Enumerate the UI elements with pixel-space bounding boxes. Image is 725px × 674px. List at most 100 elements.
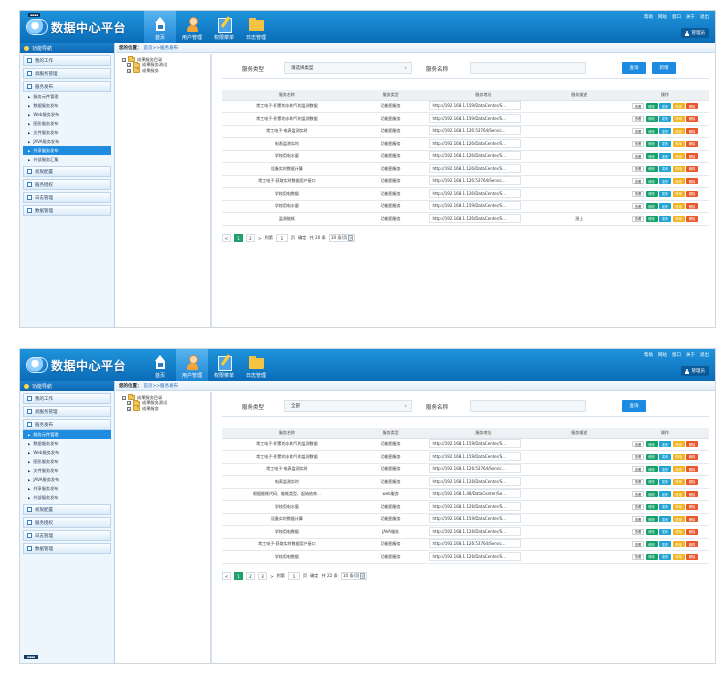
delete-button[interactable]: 删除 [686, 453, 699, 460]
disable-button[interactable]: 停用 [672, 478, 685, 485]
site-link[interactable]: 网站 [658, 15, 667, 20]
logout-link[interactable]: 退出 [700, 353, 709, 358]
delete-button[interactable]: 删除 [686, 503, 699, 510]
view-button[interactable]: 查看 [632, 153, 645, 160]
add-button[interactable]: 新增 [652, 62, 676, 74]
disable-button[interactable]: 停用 [672, 178, 685, 185]
disable-button[interactable]: 停用 [672, 153, 685, 160]
disable-button[interactable]: 停用 [672, 203, 685, 210]
publish-button[interactable]: 发布 [659, 466, 672, 473]
search-button[interactable]: 查询 [622, 62, 646, 74]
view-button[interactable]: 查看 [632, 528, 645, 535]
disable-button[interactable]: 停用 [672, 215, 685, 222]
tree-node[interactable]: + 成果服务测试 [122, 399, 210, 407]
publish-button[interactable]: 发布 [659, 165, 672, 172]
admin-badge[interactable]: 管理员 [680, 28, 709, 38]
expand-icon[interactable]: + [127, 63, 131, 68]
delete-button[interactable]: 删除 [686, 541, 699, 548]
edit-button[interactable]: 修改 [645, 140, 658, 147]
sidebar-group[interactable]: 数据管理 [23, 543, 111, 554]
delete-button[interactable]: 删除 [686, 553, 699, 560]
delete-button[interactable]: 删除 [686, 190, 699, 197]
disable-button[interactable]: 停用 [672, 441, 685, 448]
publish-button[interactable]: 发布 [659, 128, 672, 135]
edit-button[interactable]: 修改 [645, 165, 658, 172]
service-type-select[interactable]: 请选择类型 ∨ [284, 62, 412, 74]
goto-page-input[interactable]: 1 [275, 234, 288, 242]
sidebar-group[interactable]: 服务授权 [23, 517, 111, 528]
delete-button[interactable]: 删除 [686, 441, 699, 448]
disable-button[interactable]: 停用 [672, 491, 685, 498]
view-button[interactable]: 查看 [632, 478, 645, 485]
edit-button[interactable]: 修改 [645, 478, 658, 485]
page-size-select[interactable]: 10 条/页 ∨ [328, 234, 356, 242]
publish-button[interactable]: 发布 [659, 140, 672, 147]
publish-button[interactable]: 发布 [659, 491, 672, 498]
sidebar-subitem[interactable]: Web服务发布 [28, 448, 111, 457]
sidebar-group[interactable]: 我的工作 [23, 393, 111, 404]
next-page-button[interactable]: > [270, 573, 274, 579]
disable-button[interactable]: 停用 [672, 516, 685, 523]
view-button[interactable]: 查看 [632, 453, 645, 460]
delete-button[interactable]: 删除 [686, 215, 699, 222]
nav-users[interactable]: 用户管理 [176, 349, 208, 381]
delete-button[interactable]: 删除 [686, 128, 699, 135]
delete-button[interactable]: 删除 [686, 478, 699, 485]
publish-button[interactable]: 发布 [659, 203, 672, 210]
delete-button[interactable]: 删除 [686, 466, 699, 473]
publish-button[interactable]: 发布 [659, 453, 672, 460]
expand-icon[interactable]: + [127, 406, 131, 411]
edit-button[interactable]: 修改 [645, 215, 658, 222]
disable-button[interactable]: 停用 [672, 553, 685, 560]
publish-button[interactable]: 发布 [659, 153, 672, 160]
page-number[interactable]: 3 [258, 572, 267, 580]
edit-button[interactable]: 修改 [645, 466, 658, 473]
delete-button[interactable]: 删除 [686, 140, 699, 147]
view-button[interactable]: 查看 [632, 190, 645, 197]
publish-button[interactable]: 发布 [659, 478, 672, 485]
sidebar-subitem[interactable]: 外部服务发布 [28, 493, 111, 502]
disable-button[interactable]: 停用 [672, 115, 685, 122]
page-number[interactable]: 1 [234, 234, 243, 242]
admin-badge[interactable]: 管理员 [680, 366, 709, 376]
logout-link[interactable]: 退出 [700, 15, 709, 20]
disable-button[interactable]: 停用 [672, 528, 685, 535]
edit-button[interactable]: 修改 [645, 541, 658, 548]
publish-button[interactable]: 发布 [659, 516, 672, 523]
tree-node[interactable]: + 成果服务 [122, 405, 210, 412]
edit-button[interactable]: 修改 [645, 190, 658, 197]
disable-button[interactable]: 停用 [672, 541, 685, 548]
edit-button[interactable]: 修改 [645, 128, 658, 135]
search-button[interactable]: 查询 [622, 400, 646, 412]
sidebar-subitem[interactable]: 服务元件管理 [28, 92, 111, 101]
confirm-button[interactable]: 确定 [298, 235, 307, 240]
sidebar-group[interactable]: 数据管理 [23, 205, 111, 216]
disable-button[interactable]: 停用 [672, 128, 685, 135]
window-link[interactable]: 窗口 [672, 15, 681, 20]
window-link[interactable]: 窗口 [672, 353, 681, 358]
tree-root[interactable]: − 成果服务目录 [122, 56, 210, 63]
publish-button[interactable]: 发布 [659, 215, 672, 222]
nav-logs[interactable]: 日志管理 [240, 11, 272, 43]
view-button[interactable]: 查看 [632, 178, 645, 185]
help-link[interactable]: 帮助 [644, 353, 653, 358]
view-button[interactable]: 查看 [632, 165, 645, 172]
delete-button[interactable]: 删除 [686, 165, 699, 172]
tree-root[interactable]: − 成果服务目录 [122, 394, 210, 401]
view-button[interactable]: 查看 [632, 466, 645, 473]
view-button[interactable]: 查看 [632, 516, 645, 523]
sidebar-subitem[interactable]: 数据服务发布 [28, 101, 111, 110]
disable-button[interactable]: 停用 [672, 103, 685, 110]
view-button[interactable]: 查看 [632, 128, 645, 135]
edit-button[interactable]: 修改 [645, 503, 658, 510]
view-button[interactable]: 查看 [632, 553, 645, 560]
edit-button[interactable]: 修改 [645, 178, 658, 185]
sidebar-subitem[interactable]: 文件服务发布 [28, 128, 111, 137]
edit-button[interactable]: 修改 [645, 103, 658, 110]
sidebar-group[interactable]: 日志管理 [23, 192, 111, 203]
edit-button[interactable]: 修改 [645, 516, 658, 523]
confirm-button[interactable]: 确定 [310, 573, 319, 578]
about-link[interactable]: 关于 [686, 15, 695, 20]
edit-button[interactable]: 修改 [645, 453, 658, 460]
help-link[interactable]: 帮助 [644, 15, 653, 20]
